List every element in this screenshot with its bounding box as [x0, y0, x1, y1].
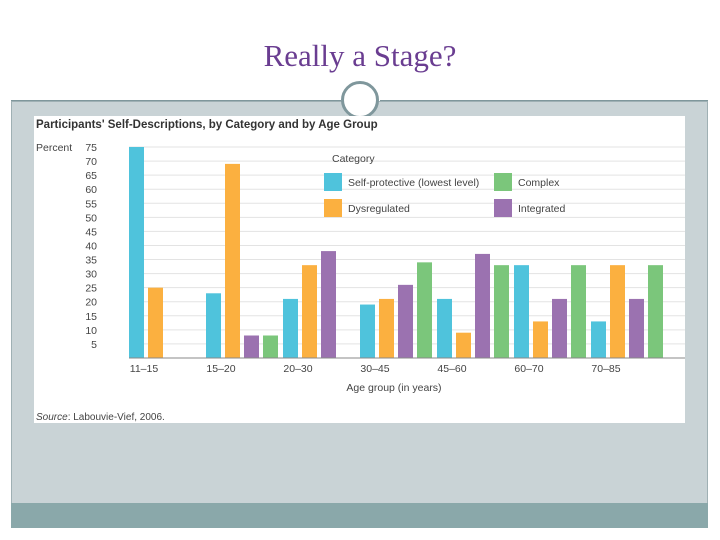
bar-dysregulated-3	[379, 298, 394, 358]
x-tick-label-6: 70–85	[591, 363, 620, 375]
x-tick-label-5: 60–70	[514, 363, 543, 375]
source-label: Source	[36, 412, 68, 423]
y-tick-label-70: 70	[85, 156, 97, 168]
legend-label-dysregulated: Dysregulated	[348, 203, 410, 215]
legend-swatch-self-protective	[324, 173, 342, 191]
legend-swatch-integrated	[494, 199, 512, 217]
y-tick-label-35: 35	[85, 255, 97, 267]
bar-dysregulated-6	[610, 265, 625, 358]
x-tick-label-0: 11–15	[130, 363, 159, 375]
bar-self-protective-0	[129, 147, 144, 358]
title-rule-left	[11, 100, 341, 101]
bar-integrated-2	[321, 251, 336, 358]
legend-swatch-complex	[494, 173, 512, 191]
y-tick-label-50: 50	[85, 212, 97, 224]
bar-integrated-6	[629, 298, 644, 358]
bar-dysregulated-1	[225, 163, 240, 358]
bar-self-protective-4	[437, 298, 452, 358]
slide-title: Really a Stage?	[263, 38, 457, 73]
bar-chart: Participants' Self-Descriptions, by Cate…	[36, 119, 685, 423]
y-tick-label-20: 20	[85, 297, 97, 309]
bar-complex-3	[417, 262, 432, 358]
legend-label-complex: Complex	[518, 177, 560, 189]
chart-figure: Participants' Self-Descriptions, by Cate…	[34, 116, 685, 423]
x-tick-label-1: 15–20	[206, 363, 235, 375]
bar-complex-1	[263, 335, 278, 358]
y-tick-label-55: 55	[85, 198, 97, 210]
chart-title: Participants' Self-Descriptions, by Cate…	[36, 119, 378, 131]
bar-self-protective-1	[206, 293, 221, 358]
footer-band	[11, 503, 708, 528]
x-tick-label-2: 20–30	[283, 363, 312, 375]
y-axis-label: Percent	[36, 142, 72, 154]
bar-self-protective-5	[514, 265, 529, 358]
y-tick-label-10: 10	[85, 325, 97, 337]
bar-integrated-4	[475, 253, 490, 358]
bar-self-protective-2	[283, 298, 298, 358]
x-axis-label: Age group (in years)	[346, 382, 441, 394]
y-tick-label-65: 65	[85, 170, 97, 182]
legend-label-self-protective: Self-protective (lowest level)	[348, 177, 479, 189]
bar-integrated-3	[398, 284, 413, 358]
title-rule-right	[380, 100, 708, 101]
x-tick-label-3: 30–45	[360, 363, 389, 375]
y-tick-label-45: 45	[85, 226, 97, 238]
legend: Category Self-protective (lowest level) …	[324, 153, 565, 217]
y-tick-label-75: 75	[85, 142, 97, 154]
bar-integrated-1	[244, 335, 259, 358]
y-tick-label-25: 25	[85, 283, 97, 295]
bar-self-protective-6	[591, 321, 606, 358]
bar-self-protective-3	[360, 304, 375, 358]
bar-complex-5	[571, 265, 586, 358]
y-tick-label-5: 5	[91, 339, 97, 351]
y-tick-label-60: 60	[85, 184, 97, 196]
legend-title: Category	[332, 153, 375, 165]
bar-dysregulated-2	[302, 265, 317, 358]
y-tick-label-30: 30	[85, 269, 97, 281]
legend-label-integrated: Integrated	[518, 203, 565, 215]
source-citation: : Labouvie-Vief, 2006.	[68, 412, 165, 423]
bar-dysregulated-5	[533, 321, 548, 358]
y-tick-label-15: 15	[85, 311, 97, 323]
legend-swatch-dysregulated	[324, 199, 342, 217]
x-tick-labels: 11–15 15–20 20–30 30–45 45–60 60–70 70–85	[130, 363, 621, 375]
bar-dysregulated-0	[148, 287, 163, 358]
bars	[129, 147, 663, 358]
bar-complex-4	[494, 265, 509, 358]
title-circle-ornament	[341, 81, 379, 119]
bar-integrated-5	[552, 298, 567, 358]
x-tick-label-4: 45–60	[437, 363, 466, 375]
bar-dysregulated-4	[456, 332, 471, 358]
y-tick-labels: 5 10 15 20 25 30 35 40 45 50 55 60 65 70 75	[85, 142, 97, 351]
bar-complex-6	[648, 265, 663, 358]
y-tick-label-40: 40	[85, 240, 97, 252]
source-note: Source: Labouvie-Vief, 2006.	[36, 412, 165, 423]
